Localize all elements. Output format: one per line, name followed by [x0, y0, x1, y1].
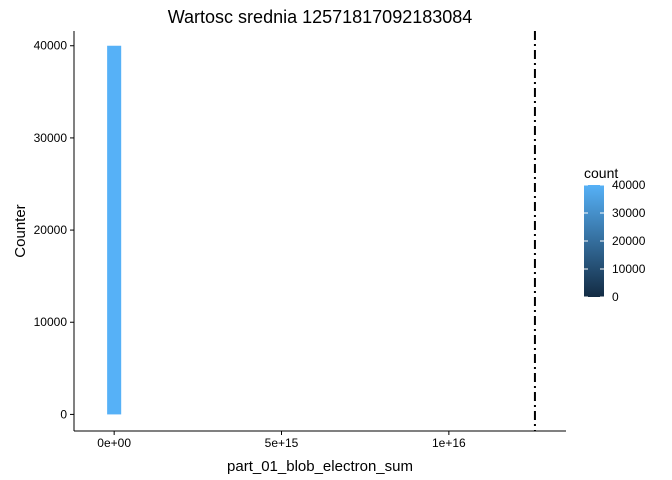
x-tick-label: 1e+16: [432, 436, 466, 450]
x-tick-label: 0e+00: [97, 436, 131, 450]
y-tick-label: 30000: [34, 131, 68, 145]
x-ticks-layer: 0e+00 5e+15 1e+16: [97, 431, 466, 450]
y-tick-label: 20000: [34, 223, 68, 237]
legend-tick-label: 20000: [612, 234, 646, 248]
legend-tick-label: 0: [612, 290, 619, 304]
legend-colorbar: [584, 185, 604, 297]
legend-tick-label: 10000: [612, 262, 646, 276]
histogram-bar: [107, 45, 122, 415]
legend-ticks-layer: 0 10000 20000 30000 40000: [584, 178, 646, 304]
y-ticks-layer: 0 10000 20000 30000 40000: [34, 39, 74, 421]
x-axis-title: part_01_blob_electron_sum: [227, 458, 413, 475]
legend-title: count: [584, 165, 618, 181]
bars-layer: [107, 45, 122, 415]
y-tick-label: 0: [60, 407, 67, 421]
legend-tick-label: 30000: [612, 206, 646, 220]
y-tick-label: 40000: [34, 39, 68, 53]
legend: count 0 10000 20000 30000 40000: [584, 165, 646, 304]
x-tick-label: 5e+15: [265, 436, 299, 450]
y-axis-title: Counter: [12, 204, 29, 257]
y-tick-label: 10000: [34, 315, 68, 329]
plot-panel: 0e+00 5e+15 1e+16 0 10000 20000 30000 40000: [34, 31, 566, 450]
chart-title: Wartosc srednia 12571817092183084: [168, 7, 473, 27]
legend-tick-label: 40000: [612, 178, 646, 192]
